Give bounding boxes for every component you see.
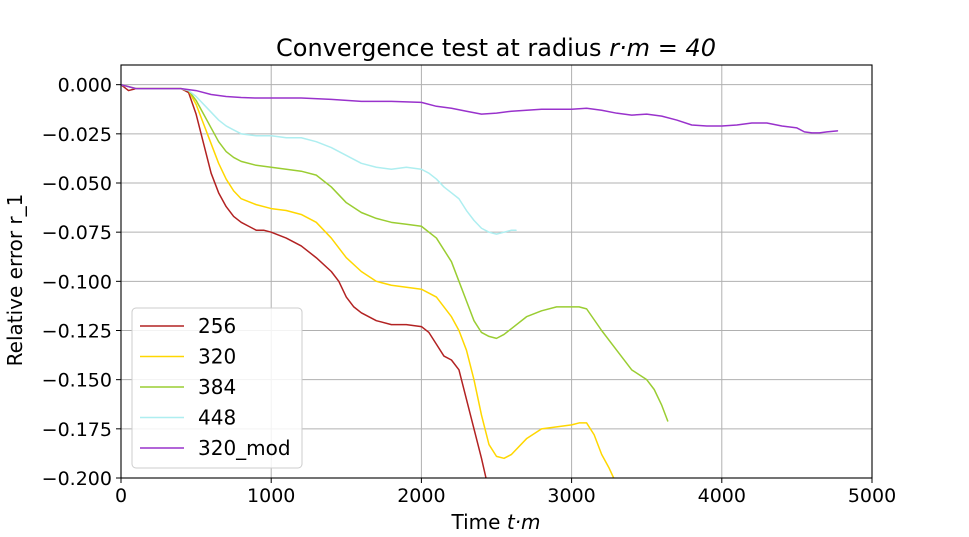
x-tick-label: 0 — [115, 485, 127, 507]
legend-label: 448 — [198, 406, 236, 430]
y-tick-label: −0.200 — [42, 468, 112, 490]
legend-label: 384 — [198, 375, 236, 399]
legend-entry: 256 — [140, 314, 236, 338]
y-tick-label: −0.175 — [42, 419, 112, 441]
series-line-320-mod — [121, 83, 839, 134]
legend-items: 256 320 384 448 320_mod — [140, 314, 291, 460]
y-tick-label: 0.000 — [58, 75, 112, 97]
legend-entry: 320 — [140, 345, 236, 369]
y-tick-label: −0.125 — [42, 321, 112, 343]
legend-label: 320_mod — [198, 436, 291, 460]
series-line-256 — [121, 83, 487, 478]
x-tick-label: 1000 — [247, 485, 295, 507]
series-line-384 — [121, 83, 669, 422]
y-tick-label: −0.075 — [42, 222, 112, 244]
x-axis-label: Time t·m — [451, 510, 541, 534]
x-tick-label: 5000 — [848, 485, 896, 507]
y-tick-label: −0.100 — [42, 271, 112, 293]
legend: 256 320 384 448 320_mod — [131, 307, 303, 469]
legend-label: 256 — [198, 314, 236, 338]
plot-frame — [120, 64, 873, 479]
chart-title: Convergence test at radius r·m = 40 — [276, 34, 716, 62]
series-layer — [121, 83, 839, 478]
y-axis-ticks: 0.000 −0.025 −0.050 −0.075 −0.100 −0.125 −0.15… — [42, 75, 121, 490]
x-tick-label: 4000 — [698, 485, 746, 507]
x-tick-label: 3000 — [547, 485, 595, 507]
legend-entry: 384 — [140, 375, 236, 399]
series-line-320 — [121, 83, 615, 478]
y-axis-label: Relative error r_1 — [3, 194, 27, 367]
x-axis-ticks: 0 1000 2000 3000 4000 5000 — [115, 478, 896, 507]
y-tick-label: −0.025 — [42, 124, 112, 146]
legend-entry: 320_mod — [140, 436, 291, 460]
x-tick-label: 2000 — [397, 485, 445, 507]
legend-entry: 448 — [140, 406, 236, 430]
series-line-448 — [121, 83, 517, 235]
chart-title-math: r·m = 40 — [609, 34, 716, 62]
y-tick-label: −0.050 — [42, 173, 112, 195]
x-axis-label-math: t·m — [507, 510, 541, 534]
x-axis-label-text: Time — [451, 510, 507, 534]
legend-box — [131, 307, 303, 469]
chart-title-text: Convergence test at radius — [276, 34, 609, 62]
legend-label: 320 — [198, 345, 236, 369]
y-tick-label: −0.150 — [42, 370, 112, 392]
